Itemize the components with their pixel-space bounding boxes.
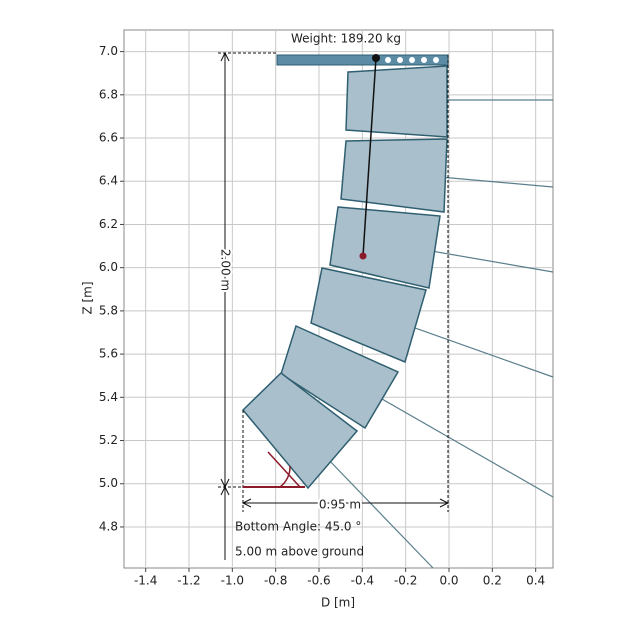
y-tick-label: 5.4 xyxy=(99,390,118,404)
y-tick-label: 5.0 xyxy=(99,476,118,490)
height-label: 2.00 m xyxy=(219,249,233,291)
x-tick-label: -0.4 xyxy=(351,574,374,588)
cabinet xyxy=(310,267,427,364)
cog-line xyxy=(362,57,377,257)
dimensions xyxy=(218,51,450,560)
x-axis-label: D [m] xyxy=(321,596,355,610)
y-tick-label: 6.2 xyxy=(99,217,118,231)
grid xyxy=(124,30,553,568)
x-tick-label: -0.8 xyxy=(264,574,287,588)
y-tick-label: 4.8 xyxy=(99,519,118,533)
width-label: 0.95 m xyxy=(319,498,361,512)
x-tick-label: 0.4 xyxy=(526,574,545,588)
y-tick-label: 6.4 xyxy=(99,174,118,188)
weight-label: Weight: 189.20 kg xyxy=(291,32,401,46)
y-tick-label: 5.6 xyxy=(99,347,118,361)
cabinet xyxy=(280,324,400,430)
array xyxy=(241,54,554,569)
ground-label: 5.00 m above ground xyxy=(235,545,364,559)
x-tick-label: -0.2 xyxy=(394,574,417,588)
x-tick-label: -1.0 xyxy=(221,574,244,588)
x-tick-label: -0.6 xyxy=(307,574,330,588)
cabinet xyxy=(340,138,448,213)
x-tick-label: -1.2 xyxy=(177,574,200,588)
pickup-point xyxy=(372,54,380,62)
x-tick-label: 0.0 xyxy=(439,574,458,588)
y-tick-label: 6.0 xyxy=(99,260,118,274)
cabinet xyxy=(345,65,448,138)
x-tick-label: 0.2 xyxy=(483,574,502,588)
y-axis-label: Z [m] xyxy=(81,281,95,314)
y-tick-label: 6.8 xyxy=(99,87,118,101)
frame-holes xyxy=(385,57,439,63)
y-tick-label: 5.8 xyxy=(99,303,118,317)
y-tick-label: 5.2 xyxy=(99,433,118,447)
y-tick-label: 7.0 xyxy=(99,44,118,58)
y-tick-label: 6.6 xyxy=(99,131,118,145)
cabinet xyxy=(241,372,359,490)
angle-label: Bottom Angle: 45.0 ° xyxy=(235,520,361,534)
cabinet xyxy=(329,206,441,289)
center-of-gravity xyxy=(359,252,367,260)
x-tick-label: -1.4 xyxy=(134,574,157,588)
